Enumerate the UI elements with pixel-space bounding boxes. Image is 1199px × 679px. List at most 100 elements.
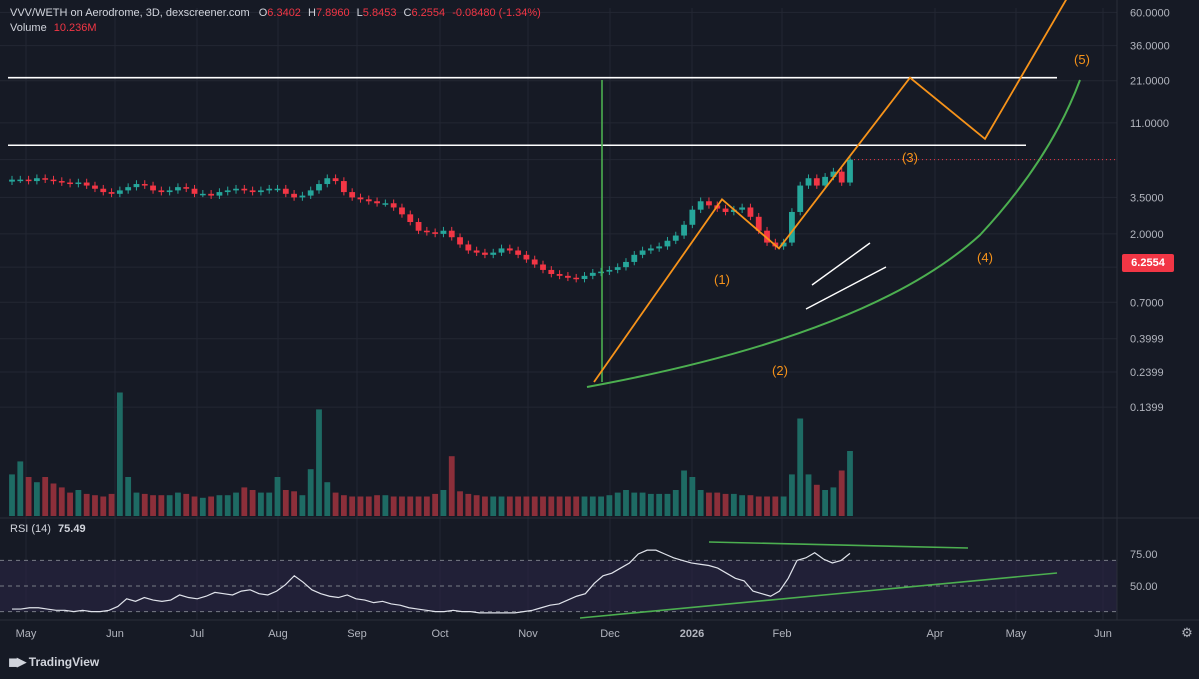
candle-body	[730, 209, 737, 212]
volume-bar	[730, 493, 737, 516]
time-tick-label: Jun	[1094, 628, 1112, 640]
volume-bar	[706, 492, 712, 516]
volume-bar	[639, 492, 646, 516]
volume-bar	[407, 496, 414, 516]
candle-body	[606, 269, 613, 272]
volume-bar	[780, 496, 787, 516]
candle-body	[797, 185, 804, 212]
candle-body	[432, 232, 439, 234]
volume-bar	[332, 492, 339, 516]
candle-body	[598, 271, 604, 274]
candle-body	[208, 193, 215, 196]
price-tick-label: 0.3999	[1130, 334, 1164, 346]
wave-label: (3)	[902, 150, 918, 165]
volume-bars	[9, 392, 853, 516]
candle-body	[747, 207, 754, 217]
time-tick-label: Dec	[600, 628, 620, 640]
candle-body	[415, 222, 422, 231]
volume-bar	[324, 482, 331, 516]
volume-bar	[623, 490, 629, 516]
gear-icon[interactable]: ⚙	[1181, 625, 1193, 640]
candle-body	[349, 192, 356, 198]
candle-body	[58, 181, 65, 183]
volume-bar	[92, 495, 98, 516]
time-tick-label: Jun	[106, 628, 124, 640]
candle-body	[589, 272, 596, 276]
volume-bar	[50, 483, 57, 516]
candle-body	[175, 187, 181, 191]
candle-body	[407, 214, 414, 223]
l-value: 5.8453	[362, 7, 397, 19]
volume-bar	[548, 496, 555, 516]
o-value: 6.3402	[267, 7, 301, 19]
wave-label: (1)	[714, 272, 730, 287]
volume-bar	[9, 474, 15, 516]
candle-body	[399, 207, 405, 215]
volume-bar	[216, 495, 223, 516]
candle-body	[473, 250, 480, 253]
candle-body	[357, 197, 364, 200]
candle-body	[83, 182, 90, 186]
candle-body	[340, 181, 347, 193]
candle-body	[266, 188, 273, 191]
volume-bar	[316, 409, 322, 516]
volume-bar	[108, 493, 115, 516]
candle-body	[307, 190, 314, 196]
candle-body	[573, 277, 580, 280]
candle-body	[780, 242, 787, 247]
channel-upper-line	[811, 242, 871, 286]
candle-body	[50, 179, 57, 182]
candle-body	[639, 250, 646, 255]
candle-body	[805, 178, 812, 186]
price-tick-label: 2.0000	[1130, 229, 1164, 241]
candle-body	[374, 201, 380, 204]
volume-bar	[175, 492, 181, 516]
time-tick-label: Apr	[926, 628, 943, 640]
candle-body	[623, 261, 629, 268]
candle-body	[116, 190, 123, 194]
rsi-legend: RSI (14) 75.49	[10, 523, 86, 535]
candle-body	[199, 193, 206, 196]
candle-body	[423, 230, 430, 233]
wave-label: (4)	[977, 250, 993, 265]
candle-body	[506, 248, 513, 251]
volume-bar	[191, 496, 198, 516]
volume-bar	[664, 493, 671, 516]
candle-body	[614, 267, 621, 270]
volume-bar	[100, 496, 107, 516]
rsi-trendline-rising	[579, 572, 1058, 619]
volume-bar	[42, 477, 49, 516]
candle-body	[382, 203, 389, 205]
volume-bar	[589, 496, 596, 516]
rsi-line	[12, 549, 851, 614]
candle-body	[838, 171, 845, 183]
volume-bar	[274, 477, 281, 516]
candle-body	[490, 252, 497, 255]
volume-bar	[291, 491, 298, 516]
volume-bar	[33, 482, 40, 516]
candle-body	[17, 179, 24, 182]
parabolic-support-curve	[586, 79, 1081, 388]
volume-bar	[523, 496, 530, 516]
volume-bar	[141, 493, 148, 516]
volume-value: 10.236M	[53, 22, 97, 34]
volume-bar	[423, 496, 430, 516]
candle-body	[531, 259, 538, 265]
price-tick-label: 0.1399	[1130, 402, 1164, 414]
tradingview-brand[interactable]: ◼▶ TradingView	[8, 654, 99, 670]
candle-body	[672, 235, 679, 241]
volume-bar	[166, 495, 173, 516]
time-tick-label: Oct	[431, 628, 448, 640]
volume-bar	[598, 496, 604, 516]
volume-bar	[432, 493, 439, 516]
price-tick-label: 0.2399	[1130, 367, 1164, 379]
candle-body	[847, 159, 853, 183]
volume-bar	[349, 496, 356, 516]
candle-body	[390, 203, 397, 208]
candle-body	[233, 188, 239, 191]
volume-bar	[681, 470, 687, 516]
candle-body	[166, 190, 173, 193]
candle-body	[100, 188, 107, 193]
volume-bar	[258, 492, 264, 516]
